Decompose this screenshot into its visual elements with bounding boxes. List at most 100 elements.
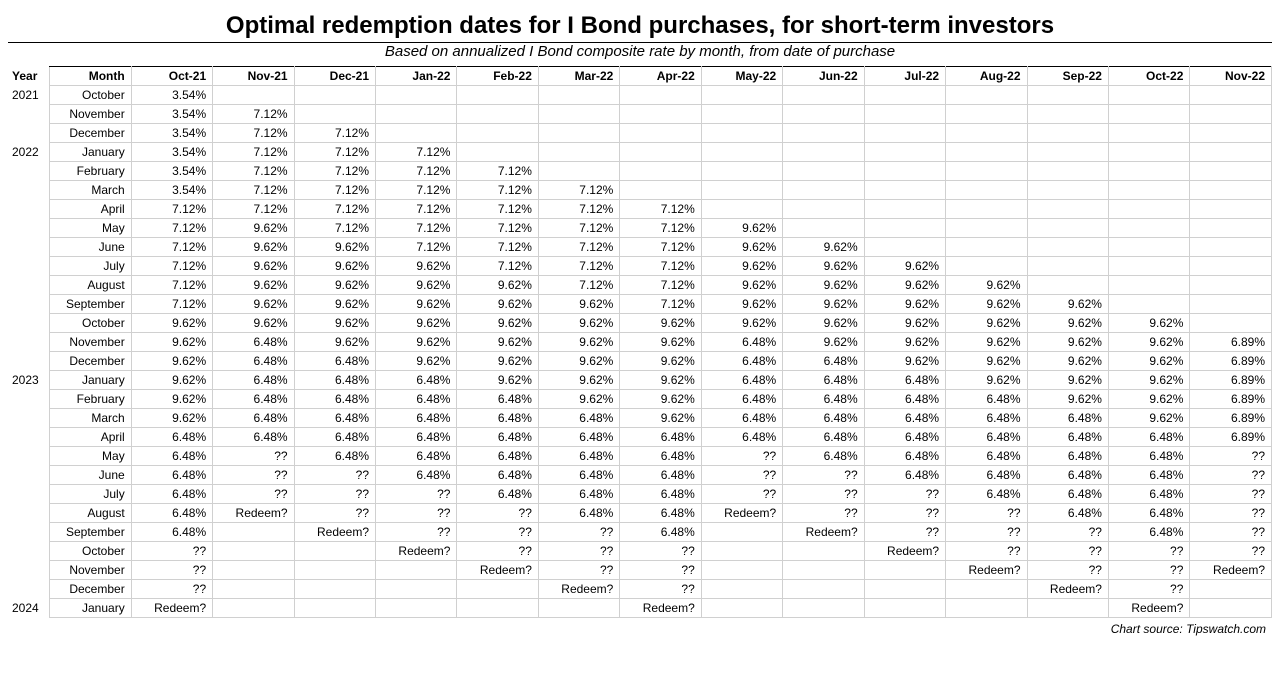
rate-cell: 6.48% [1027,447,1108,466]
rate-cell: 7.12% [131,276,212,295]
rate-cell [294,86,375,105]
rate-cell: 9.62% [457,314,538,333]
rate-cell [1190,181,1272,200]
rate-cell: 6.48% [294,428,375,447]
rate-cell: ?? [783,504,864,523]
rate-cell: 6.48% [538,504,619,523]
table-row: 2024JanuaryRedeem?Redeem?Redeem? [8,599,1272,618]
rate-cell [294,542,375,561]
rate-cell: 6.48% [131,466,212,485]
rate-cell: 6.48% [1027,485,1108,504]
rate-cell [701,580,782,599]
rate-cell: 7.12% [457,200,538,219]
rate-cell: 9.62% [783,276,864,295]
rate-cell: 9.62% [620,371,701,390]
rate-cell: ?? [701,485,782,504]
rate-cell: 6.48% [946,466,1027,485]
rate-cell: 7.12% [457,181,538,200]
rate-cell: 7.12% [213,200,294,219]
rate-cell: 9.62% [946,371,1027,390]
month-cell: October [50,86,131,105]
rate-cell [294,599,375,618]
rate-cell [538,86,619,105]
rate-cell: Redeem? [1027,580,1108,599]
rate-cell: 3.54% [131,181,212,200]
rate-cell: ?? [294,504,375,523]
rate-cell: 9.62% [457,295,538,314]
rate-cell [783,143,864,162]
rate-cell: 7.12% [131,257,212,276]
header-col: Oct-22 [1108,67,1189,86]
rate-cell: ?? [1190,466,1272,485]
rate-cell: 3.54% [131,86,212,105]
rate-cell: 6.89% [1190,409,1272,428]
rate-cell [864,238,945,257]
rate-cell: ?? [701,447,782,466]
rate-cell [457,143,538,162]
rate-cell: 9.62% [1027,314,1108,333]
month-cell: December [50,352,131,371]
header-col: Jun-22 [783,67,864,86]
rate-cell: 9.62% [131,390,212,409]
year-cell [8,276,50,295]
rate-cell: 9.62% [1027,371,1108,390]
rate-cell: ?? [131,561,212,580]
page-title: Optimal redemption dates for I Bond purc… [8,12,1272,40]
rate-cell: 9.62% [620,333,701,352]
rate-cell [1190,143,1272,162]
rate-cell: ?? [294,485,375,504]
rate-cell: 7.12% [538,200,619,219]
rate-cell: 9.62% [213,314,294,333]
rate-cell [864,181,945,200]
rate-cell: 7.12% [131,238,212,257]
rate-cell: 9.62% [620,352,701,371]
rate-cell: 9.62% [1108,314,1189,333]
rate-cell: 9.62% [946,333,1027,352]
table-row: 2023January9.62%6.48%6.48%6.48%9.62%9.62… [8,371,1272,390]
rate-cell [1027,143,1108,162]
table-row: September7.12%9.62%9.62%9.62%9.62%9.62%7… [8,295,1272,314]
rate-cell: 6.48% [213,333,294,352]
table-row: July7.12%9.62%9.62%9.62%7.12%7.12%7.12%9… [8,257,1272,276]
rate-cell [538,599,619,618]
rate-cell [1027,162,1108,181]
header-month: Month [50,67,131,86]
rate-cell [783,200,864,219]
rate-cell: 9.62% [1108,371,1189,390]
rate-cell: 6.48% [1108,466,1189,485]
rate-cell: 6.48% [783,447,864,466]
rate-cell: 6.48% [701,409,782,428]
rate-cell [783,580,864,599]
year-cell [8,580,50,599]
rate-cell [213,561,294,580]
rate-cell [1108,200,1189,219]
rate-cell [701,162,782,181]
table-row: November9.62%6.48%9.62%9.62%9.62%9.62%9.… [8,333,1272,352]
rate-cell: 7.12% [620,295,701,314]
rate-cell: 9.62% [701,219,782,238]
rate-cell [946,238,1027,257]
rate-cell [1027,124,1108,143]
month-cell: January [50,371,131,390]
rate-cell: 9.62% [620,409,701,428]
rate-cell: 6.48% [620,523,701,542]
rate-cell: Redeem? [1108,599,1189,618]
rate-cell: 3.54% [131,124,212,143]
rate-cell: 6.48% [376,390,457,409]
rate-cell: 6.48% [701,390,782,409]
rate-cell: 6.48% [1027,409,1108,428]
header-col: Mar-22 [538,67,619,86]
rate-cell: 9.62% [131,371,212,390]
rate-cell: 9.62% [783,333,864,352]
header-col: Aug-22 [946,67,1027,86]
rate-cell: 7.12% [213,143,294,162]
rate-cell: Redeem? [294,523,375,542]
year-cell [8,333,50,352]
rate-cell: 6.48% [457,485,538,504]
rate-cell: 7.12% [131,200,212,219]
rate-cell: 9.62% [864,295,945,314]
month-cell: October [50,314,131,333]
rate-cell [783,86,864,105]
rate-cell [294,580,375,599]
month-cell: April [50,200,131,219]
